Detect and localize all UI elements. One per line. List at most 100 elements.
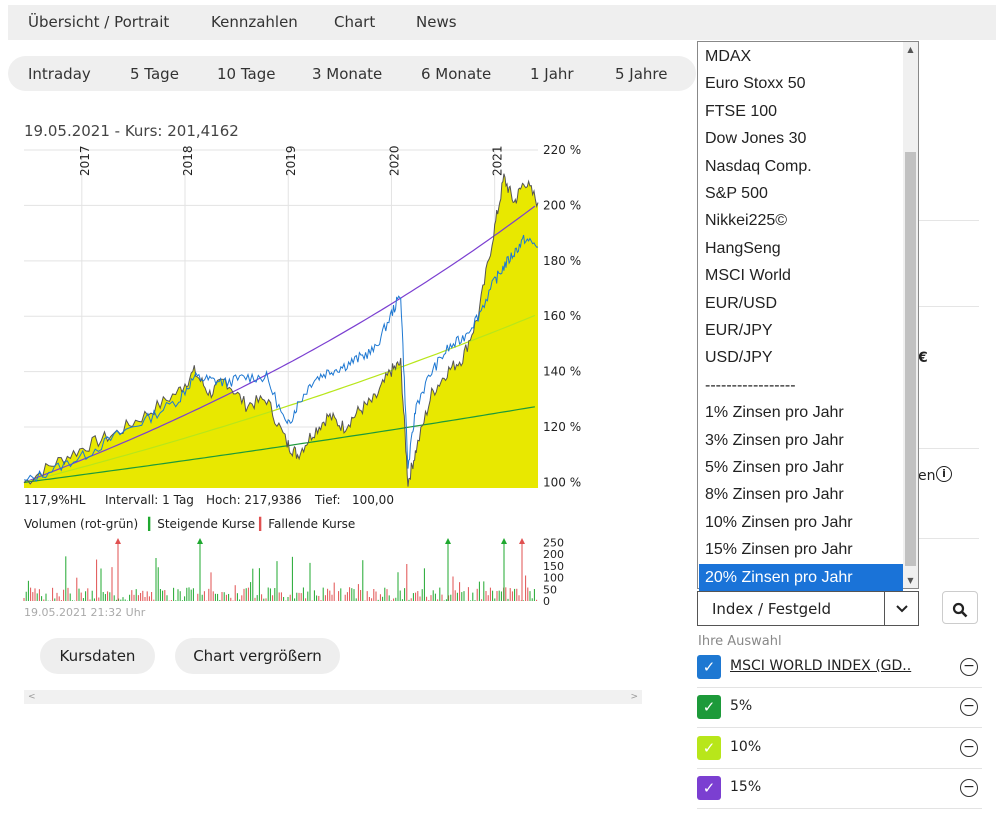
timestamp: 19.05.2021 21:32 Uhr xyxy=(24,606,146,619)
dropdown-item[interactable]: 3% Zinsen pro Jahr xyxy=(705,431,844,449)
chart-vergroessern-button[interactable]: Chart vergrößern xyxy=(175,638,340,674)
selection-label: 10% xyxy=(730,739,762,755)
search-button[interactable] xyxy=(942,591,978,624)
y-tick-label: 120 % xyxy=(543,420,581,434)
tab-5-jahre[interactable]: 5 Jahre xyxy=(615,65,668,83)
checkbox[interactable]: ✓ xyxy=(697,695,721,719)
dropdown-item[interactable]: Nikkei225© xyxy=(705,212,788,230)
remove-icon[interactable]: − xyxy=(960,698,978,716)
scroll-up-icon[interactable]: ▲ xyxy=(907,45,914,54)
volume-legend-down: ▎Fallende Kurse xyxy=(259,517,356,531)
dropdown-item[interactable]: ----------------- xyxy=(705,376,796,394)
selection-row: ✓ 10% − xyxy=(697,729,982,769)
selection-label: 5% xyxy=(730,698,753,714)
remove-icon[interactable]: − xyxy=(960,779,978,797)
volume-tick-label: 150 xyxy=(543,560,564,573)
dropdown-item[interactable]: Nasdaq Comp. xyxy=(705,157,812,175)
select-value: Index / Festgeld xyxy=(712,600,832,618)
price-area xyxy=(24,173,538,488)
right-column xyxy=(917,40,999,560)
y-tick-label: 140 % xyxy=(543,365,581,379)
kursdaten-button[interactable]: Kursdaten xyxy=(40,638,155,674)
remove-icon[interactable]: − xyxy=(960,658,978,676)
nav-news[interactable]: News xyxy=(416,13,457,31)
selection-row: ✓ MSCI WORLD INDEX (GD.. − xyxy=(697,648,982,688)
dropdown-item[interactable]: 15% Zinsen pro Jahr xyxy=(705,541,853,559)
y-tick-label: 160 % xyxy=(543,309,581,323)
tab-6-monate[interactable]: 6 Monate xyxy=(421,65,492,83)
period-tabs: Intraday 5 Tage 10 Tage 3 Monate 6 Monat… xyxy=(8,56,696,91)
top-nav: Übersicht / Portrait Kennzahlen Chart Ne… xyxy=(8,5,996,40)
selection-row: ✓ 5% − xyxy=(697,688,982,728)
volume-peak-arrow xyxy=(519,538,525,544)
selection-title: Ihre Auswahl xyxy=(698,634,782,649)
dropdown-item[interactable]: HangSeng xyxy=(705,239,781,257)
volume-tick-label: 50 xyxy=(543,583,557,596)
checkbox[interactable]: ✓ xyxy=(697,655,721,679)
volume-tick-label: 0 xyxy=(543,595,550,608)
partial-currency-text: € xyxy=(918,350,928,366)
dropdown-item[interactable]: Dow Jones 30 xyxy=(705,130,807,148)
dropdown-item[interactable]: 8% Zinsen pro Jahr xyxy=(705,486,844,504)
volume-legend-up: ▎Steigende Kurse xyxy=(148,517,256,531)
y-tick-label: 220 % xyxy=(543,143,581,157)
dropdown-item[interactable]: 5% Zinsen pro Jahr xyxy=(705,459,844,476)
volume-tick-label: 200 xyxy=(543,548,564,561)
scroll-left-icon[interactable]: < xyxy=(28,692,36,702)
search-icon xyxy=(952,602,968,617)
dropdown-item[interactable]: FTSE 100 xyxy=(705,102,778,120)
intervall-value: Intervall: 1 Tag xyxy=(105,493,194,507)
tab-3-monate[interactable]: 3 Monate xyxy=(312,65,383,83)
tab-10-tage[interactable]: 10 Tage xyxy=(217,65,276,83)
dropdown-scrollbar[interactable]: ▲ ▼ xyxy=(903,42,918,588)
scroll-right-icon[interactable]: > xyxy=(630,692,638,702)
hoch-value: Hoch: 217,9386 xyxy=(206,493,302,507)
tab-5-tage[interactable]: 5 Tage xyxy=(130,65,179,83)
scroll-down-icon[interactable]: ▼ xyxy=(907,576,914,585)
year-label: 2021 xyxy=(491,145,505,176)
nav-kennzahlen[interactable]: Kennzahlen xyxy=(211,13,298,31)
index-dropdown-list[interactable]: ▲ ▼ MDAX Euro Stoxx 50 FTSE 100 Dow Jones 3… xyxy=(697,41,919,591)
dropdown-item[interactable]: 10% Zinsen pro Jahr xyxy=(705,513,853,531)
volume-peak-arrow xyxy=(115,538,121,544)
checkbox[interactable]: ✓ xyxy=(697,736,721,760)
selection-row: ✓ 15% − xyxy=(697,769,982,809)
dropdown-item[interactable]: EUR/USD xyxy=(705,294,778,312)
tab-1-jahr[interactable]: 1 Jahr xyxy=(530,65,574,83)
dropdown-item[interactable]: 1% Zinsen pro Jahr xyxy=(705,404,844,422)
price-chart[interactable]: 220 % 200 % 180 % 160 % 140 % 120 % 100 % 2017 2… xyxy=(0,140,600,610)
selection-label[interactable]: MSCI WORLD INDEX (GD.. xyxy=(730,658,912,674)
msci-world-line xyxy=(23,234,539,483)
dropdown-item[interactable]: EUR/JPY xyxy=(705,322,773,339)
volume-tick-label: 250 xyxy=(543,536,564,549)
dropdown-scroll-thumb[interactable] xyxy=(905,152,916,566)
remove-icon[interactable]: − xyxy=(960,739,978,757)
hl-value: 117,9%HL xyxy=(24,493,86,507)
dropdown-item[interactable]: MDAX xyxy=(705,48,752,65)
year-label: 2019 xyxy=(284,145,298,176)
partial-text: en xyxy=(918,468,936,484)
nav-chart[interactable]: Chart xyxy=(334,13,376,31)
year-label: 2020 xyxy=(387,145,401,176)
interest-line-5% xyxy=(23,406,535,484)
checkbox[interactable]: ✓ xyxy=(697,776,721,800)
y-tick-label: 200 % xyxy=(543,198,581,212)
chevron-down-icon[interactable] xyxy=(884,592,918,625)
y-tick-label: 100 % xyxy=(543,475,581,489)
y-tick-label: 180 % xyxy=(543,254,581,268)
selection-label: 15% xyxy=(730,779,762,795)
volume-peak-arrow xyxy=(197,538,203,544)
info-icon[interactable]: i xyxy=(936,466,952,482)
dropdown-item[interactable]: Euro Stoxx 50 xyxy=(705,75,806,93)
volume-tick-label: 100 xyxy=(543,572,564,585)
dropdown-item[interactable]: MSCI World xyxy=(705,267,791,285)
horizontal-scrollbar[interactable]: < > xyxy=(24,690,642,704)
interest-line-10% xyxy=(23,314,536,484)
nav-uebersicht[interactable]: Übersicht / Portrait xyxy=(28,13,170,31)
tab-intraday[interactable]: Intraday xyxy=(28,65,91,83)
index-festgeld-select[interactable]: Index / Festgeld xyxy=(697,591,919,626)
year-label: 2018 xyxy=(181,145,195,176)
dropdown-item[interactable]: USD/JPY xyxy=(705,349,773,367)
dropdown-item[interactable]: S&P 500 xyxy=(705,185,768,202)
dropdown-item[interactable]: 20% Zinsen pro Jahr xyxy=(699,563,903,591)
